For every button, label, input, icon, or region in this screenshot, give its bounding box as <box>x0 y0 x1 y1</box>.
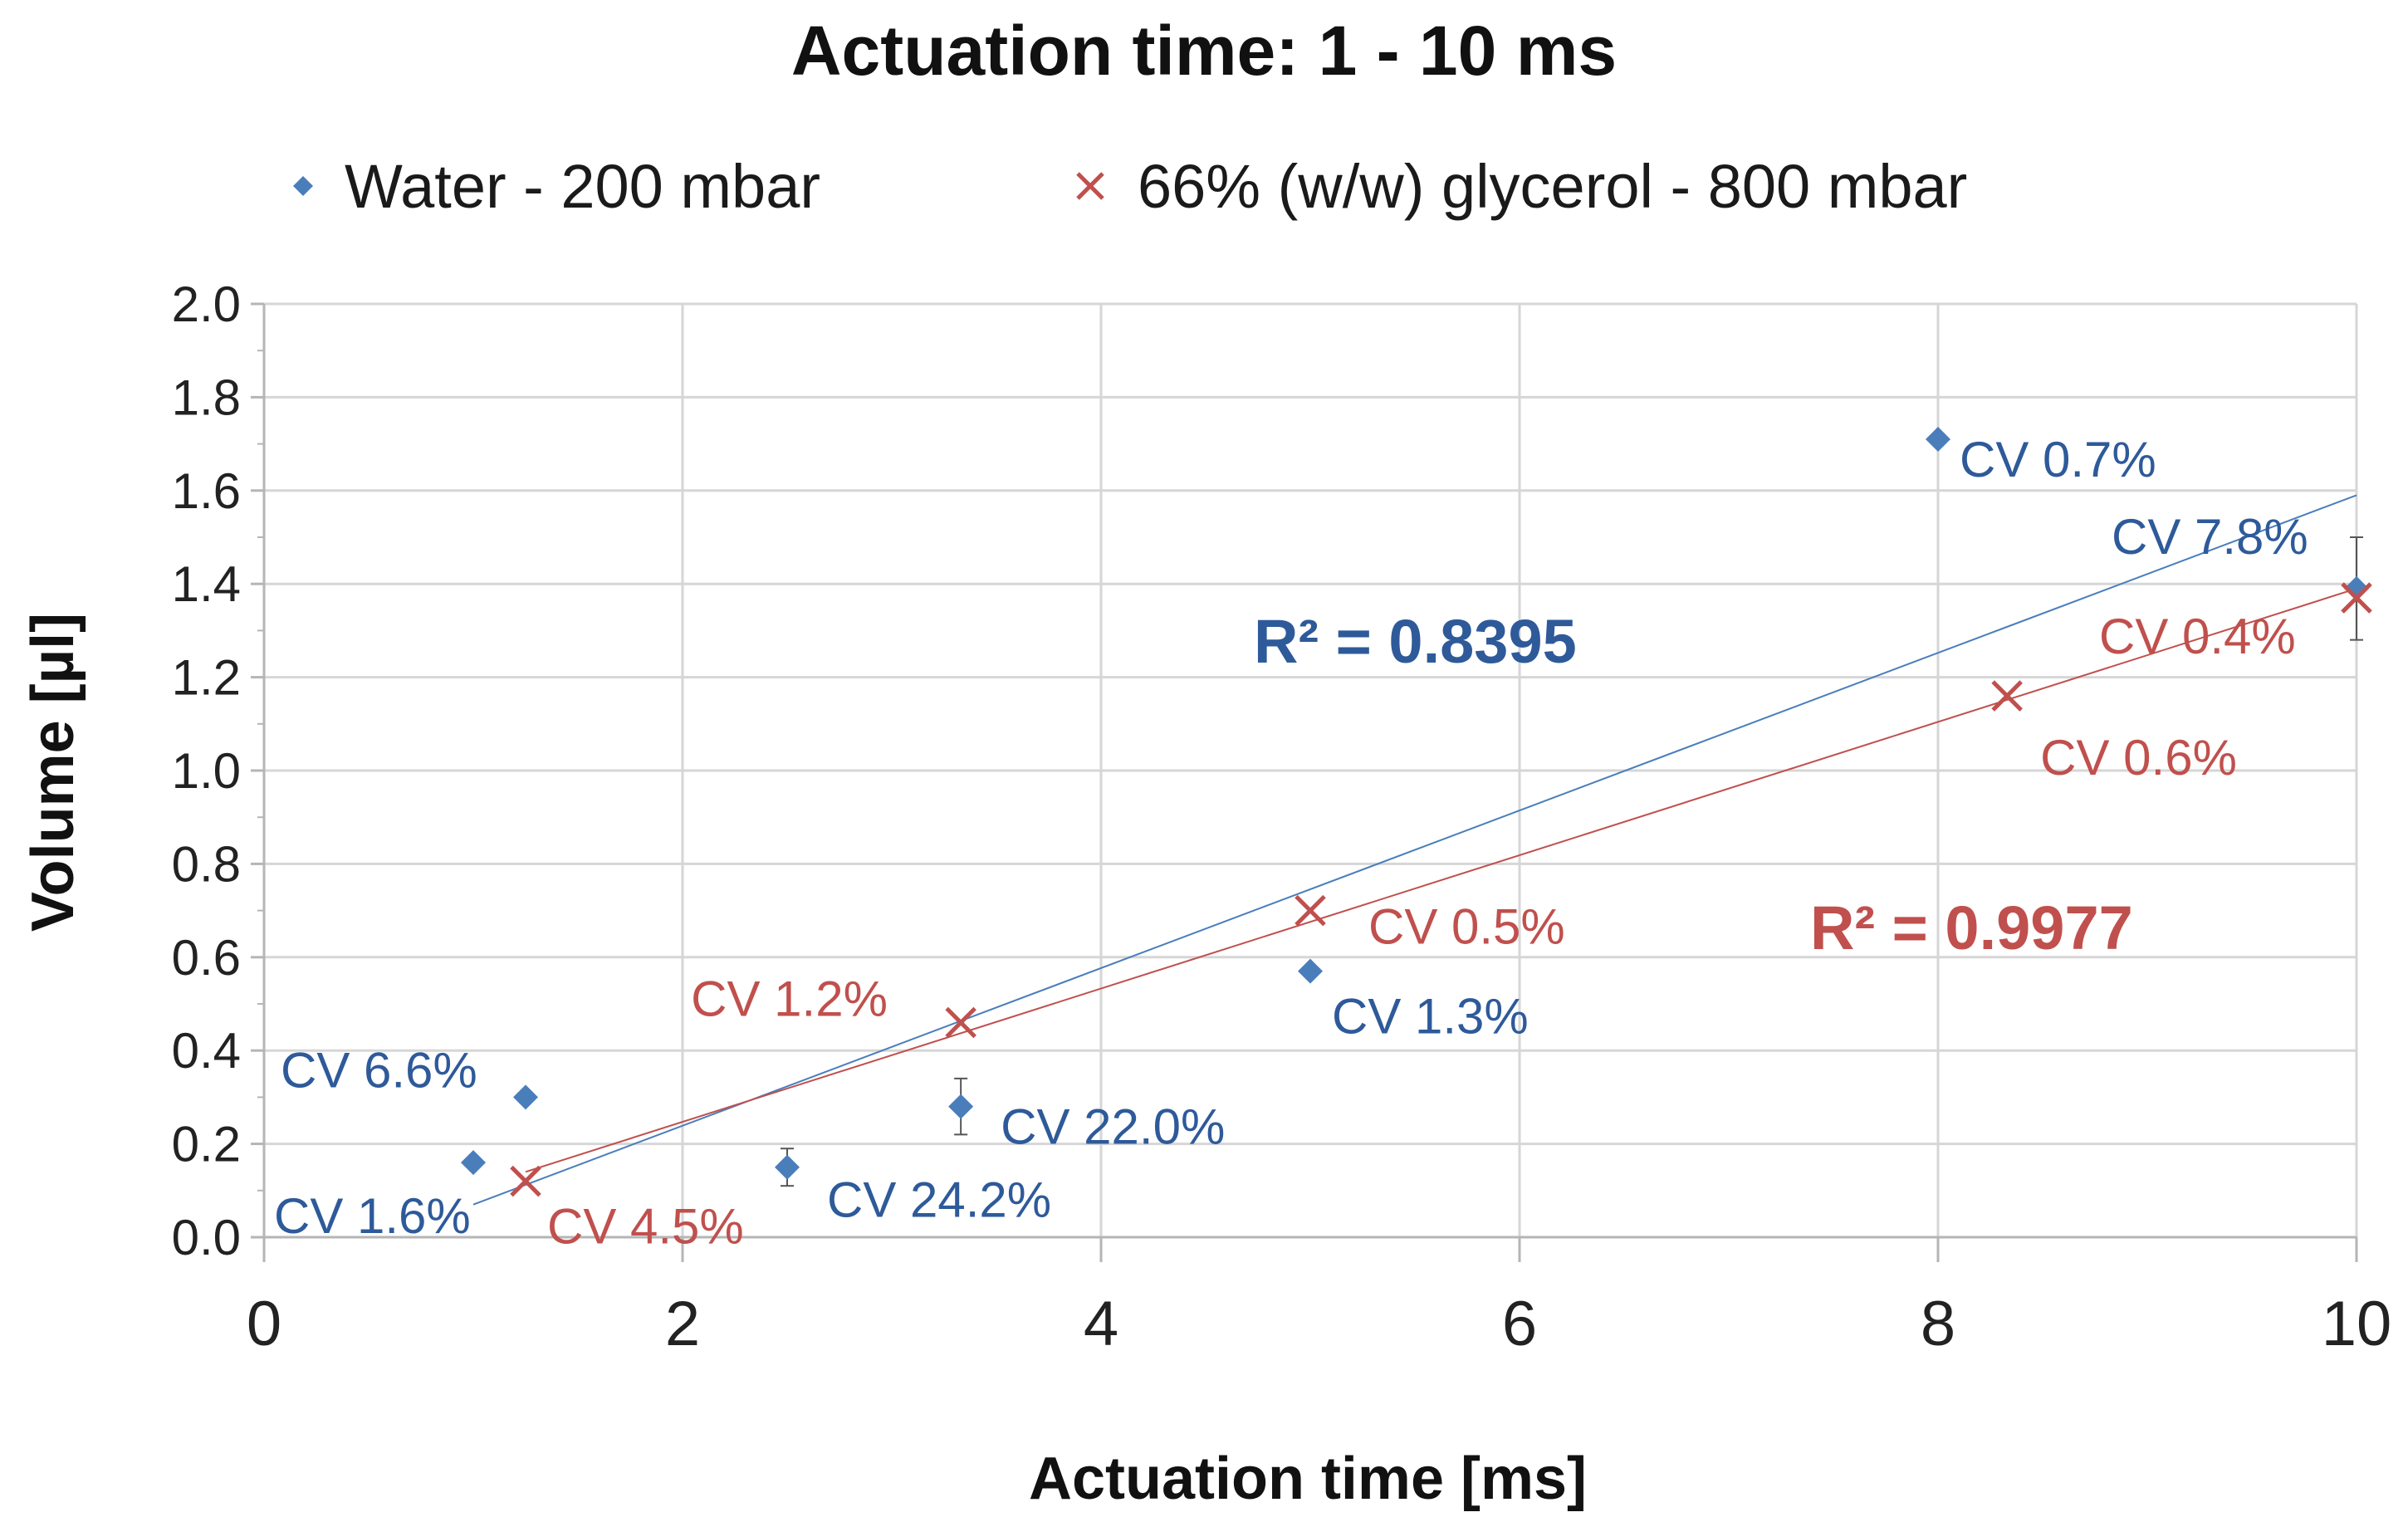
legend-label-glycerol: 66% (w/w) glycerol - 800 mbar <box>1138 152 1967 221</box>
y-tick-label: 0.4 <box>172 1023 241 1079</box>
y-tick-label: 0.2 <box>172 1117 241 1172</box>
r-squared-glycerol: R² = 0.9977 <box>1810 893 2133 962</box>
axes <box>251 302 2358 1262</box>
water-data-point <box>948 1094 974 1119</box>
water-data-point <box>461 1150 486 1176</box>
marker-stroke <box>945 1006 976 1039</box>
marker-stroke <box>510 1165 541 1197</box>
glycerol-cv-label: CV 4.5% <box>547 1199 744 1255</box>
x-tick-label: 4 <box>1084 1289 1118 1359</box>
legend: Water - 200 mbar 66% (w/w) glycerol - 80… <box>293 152 1967 221</box>
legend-label-water: Water - 200 mbar <box>345 152 820 221</box>
y-tick-labels: 0.0 0.2 0.4 0.6 0.8 1.0 1.2 1.4 1.6 1.8 2.0 <box>172 277 241 1265</box>
water-data-point <box>1298 958 1323 984</box>
x-tick-labels: 0 2 4 6 8 10 <box>247 1289 2391 1359</box>
y-tick-label: 1.6 <box>172 463 241 519</box>
water-data-point <box>1926 426 1950 452</box>
glycerol-data-point <box>1295 894 1326 927</box>
legend-marker-water <box>293 176 313 196</box>
y-tick-label: 1.8 <box>172 369 241 425</box>
y-tick-label: 1.4 <box>172 556 241 612</box>
data-labels: CV 1.6% CV 6.6% CV 24.2% CV 22.0% CV 1.3% CV … <box>274 432 2308 1255</box>
trendlines <box>472 494 2357 1206</box>
water-cv-label: CV 1.3% <box>1332 989 1529 1045</box>
glycerol-cv-label: CV 0.4% <box>2099 609 2296 664</box>
y-tick-label: 0.0 <box>172 1210 241 1265</box>
chart-title: Actuation time: 1 - 10 ms <box>791 12 1617 90</box>
marker-stroke <box>1991 680 2023 712</box>
marker-stroke <box>1295 894 1326 927</box>
glycerol-cv-label: CV 0.6% <box>2040 730 2237 785</box>
x-tick-label: 10 <box>2322 1289 2392 1359</box>
x-tick-label: 8 <box>1921 1289 1955 1359</box>
x-tick-label: 0 <box>247 1289 281 1359</box>
water-cv-label: CV 24.2% <box>827 1172 1051 1228</box>
glycerol-data-point <box>1991 680 2023 712</box>
r-squared-water: R² = 0.8395 <box>1254 607 1577 676</box>
glycerol-data-point <box>510 1165 541 1197</box>
glycerol-cv-label: CV 1.2% <box>691 971 888 1026</box>
water-cv-label: CV 7.8% <box>2112 509 2308 565</box>
trendline-water <box>472 494 2357 1206</box>
glycerol-data-point <box>2341 582 2372 614</box>
x-tick-label: 6 <box>1502 1289 1537 1359</box>
water-data-point <box>2344 575 2369 601</box>
y-axis-label: Volume [µl] <box>20 613 86 932</box>
y-tick-label: 1.0 <box>172 743 241 799</box>
water-cv-label: CV 6.6% <box>281 1042 477 1098</box>
water-data-point <box>513 1084 538 1110</box>
water-cv-label: CV 1.6% <box>274 1188 471 1244</box>
y-tick-label: 2.0 <box>172 277 241 332</box>
glycerol-data-point <box>945 1006 976 1039</box>
y-tick-label: 1.2 <box>172 650 241 706</box>
marker-stroke <box>2341 582 2372 614</box>
x-axis-label: Actuation time [ms] <box>1029 1446 1587 1512</box>
y-tick-label: 0.6 <box>172 930 241 986</box>
y-tick-label: 0.8 <box>172 836 241 892</box>
legend-marker-glycerol <box>1076 172 1104 200</box>
water-data-point <box>775 1154 800 1180</box>
water-cv-label: CV 22.0% <box>1001 1099 1225 1155</box>
glycerol-cv-label: CV 0.5% <box>1368 899 1565 955</box>
x-tick-label: 2 <box>665 1289 700 1359</box>
water-cv-label: CV 0.7% <box>1960 432 2156 487</box>
data-points <box>461 426 2372 1197</box>
trendline-glycerol <box>525 587 2357 1173</box>
